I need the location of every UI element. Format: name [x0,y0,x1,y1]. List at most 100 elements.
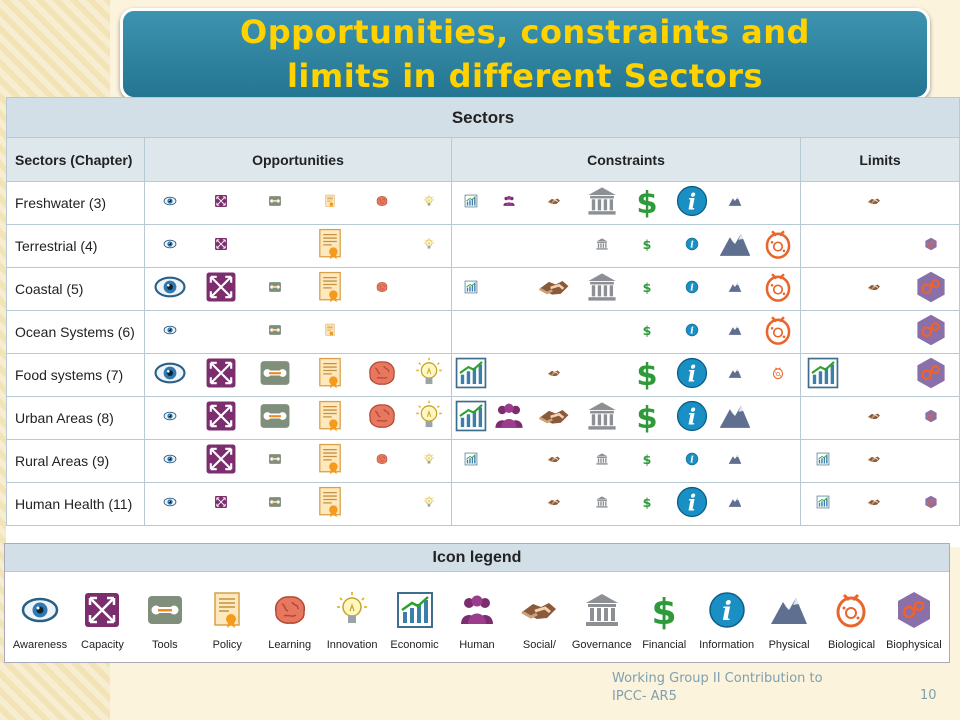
svg-text:i: i [688,404,696,430]
capacity-icon [214,495,228,514]
capacity-icon [82,590,122,635]
learning-icon [365,356,399,395]
social-cultural-icon [547,495,561,514]
sectors-table-panel: Sectors Sectors (Chapter) Opportunities … [6,97,960,547]
svg-text:i: i [688,361,696,387]
opportunities-cell [144,439,452,483]
sector-name: Freshwater (3) [6,181,145,225]
constraints-cell: $ i [451,267,801,311]
biophysical-icon [924,409,938,428]
governance-icon [585,270,619,309]
svg-text:$: $ [643,237,652,251]
footer-line2: IPCC- AR5 [612,689,677,704]
sector-name: Human Health (11) [6,482,145,526]
financial-icon: $ [644,590,684,635]
sector-name: Rural Areas (9) [6,439,145,483]
opportunities-cell [144,310,452,354]
innovation-icon [422,452,436,471]
tools-icon [268,495,282,514]
biological-icon [761,313,795,352]
slide-title: Opportunities, constraints and limits in… [240,10,810,98]
slide-title-line2: limits in different Sectors [286,57,764,95]
learning-icon [375,452,389,471]
economic-icon [395,590,435,635]
legend-item: Economic [386,590,444,651]
constraints-cell: $ i [451,439,801,483]
legend-label: Capacity [81,639,124,651]
information-icon: i [675,485,709,524]
column-header-constraints: Constraints [451,137,801,182]
social-cultural-icon [867,280,881,299]
legend-item: i Information [698,590,756,651]
legend-label: Learning [268,639,312,651]
column-header-sector: Sectors (Chapter) [6,137,145,182]
governance-icon [595,495,609,514]
svg-text:$: $ [636,185,657,217]
social-cultural-icon [867,409,881,428]
footer-credit: Working Group II Contribution to IPCC- A… [612,670,882,706]
legend-label: Awareness [12,639,68,651]
tools-icon [258,356,292,395]
table-row: Urban Areas (8) $ i [6,396,960,440]
awareness-icon [163,237,177,256]
legend-item: Learning [261,590,319,651]
limits-cell [800,439,960,483]
economic-icon [464,452,478,471]
legend-item: Tools [136,590,194,651]
innovation-icon [332,590,372,635]
economic-icon [454,399,488,438]
legend-item: Biological [822,590,880,651]
capacity-icon [214,194,228,213]
table-row: Ocean Systems (6) $ i [6,310,960,354]
legend-item: Policy [198,590,256,651]
legend-label: Policy [212,639,242,651]
constraints-cell: $ i [451,396,801,440]
physical-icon [728,495,742,514]
biological-icon [771,366,785,385]
constraints-cell: $ i [451,181,801,225]
governance-icon [585,399,619,438]
limits-cell [800,310,960,354]
svg-text:i: i [690,282,694,293]
capacity-icon [204,399,238,438]
policy-icon [313,485,347,524]
innovation-icon [422,194,436,213]
svg-text:i: i [690,454,694,465]
information-icon: i [685,280,699,299]
limits-cell [800,396,960,440]
svg-text:$: $ [643,280,652,294]
opportunities-cell [144,267,452,311]
svg-text:i: i [688,189,696,215]
table-title: Sectors [6,97,960,138]
awareness-icon [20,590,60,635]
social-cultural-icon [867,495,881,514]
legend-item: Biophysical [885,590,943,651]
information-icon: i [685,323,699,342]
column-header-opportunities: Opportunities [144,137,452,182]
opportunities-cell [144,482,452,526]
policy-icon [323,323,337,342]
social-cultural-icon [547,366,561,385]
legend-label: Economic [390,639,439,651]
financial-icon: $ [640,494,654,514]
sector-name: Coastal (5) [6,267,145,311]
physical-icon [728,280,742,299]
tools-icon [258,399,292,438]
legend-item: Innovation [323,590,381,651]
policy-icon [207,590,247,635]
social-cultural-icon [537,270,571,309]
constraints-cell: $ i [451,224,801,268]
financial-icon: $ [640,279,654,299]
legend-item: Physical [760,590,818,651]
capacity-icon [204,356,238,395]
social-cultural-icon [519,590,559,635]
table-row: Rural Areas (9) $ i [6,439,960,483]
financial-icon: $ [630,356,664,395]
social-cultural-icon [537,399,571,438]
social-cultural-icon [867,452,881,471]
capacity-icon [204,270,238,309]
social-cultural-icon [547,452,561,471]
learning-icon [375,194,389,213]
svg-text:i: i [690,239,694,250]
biophysical-icon [924,495,938,514]
